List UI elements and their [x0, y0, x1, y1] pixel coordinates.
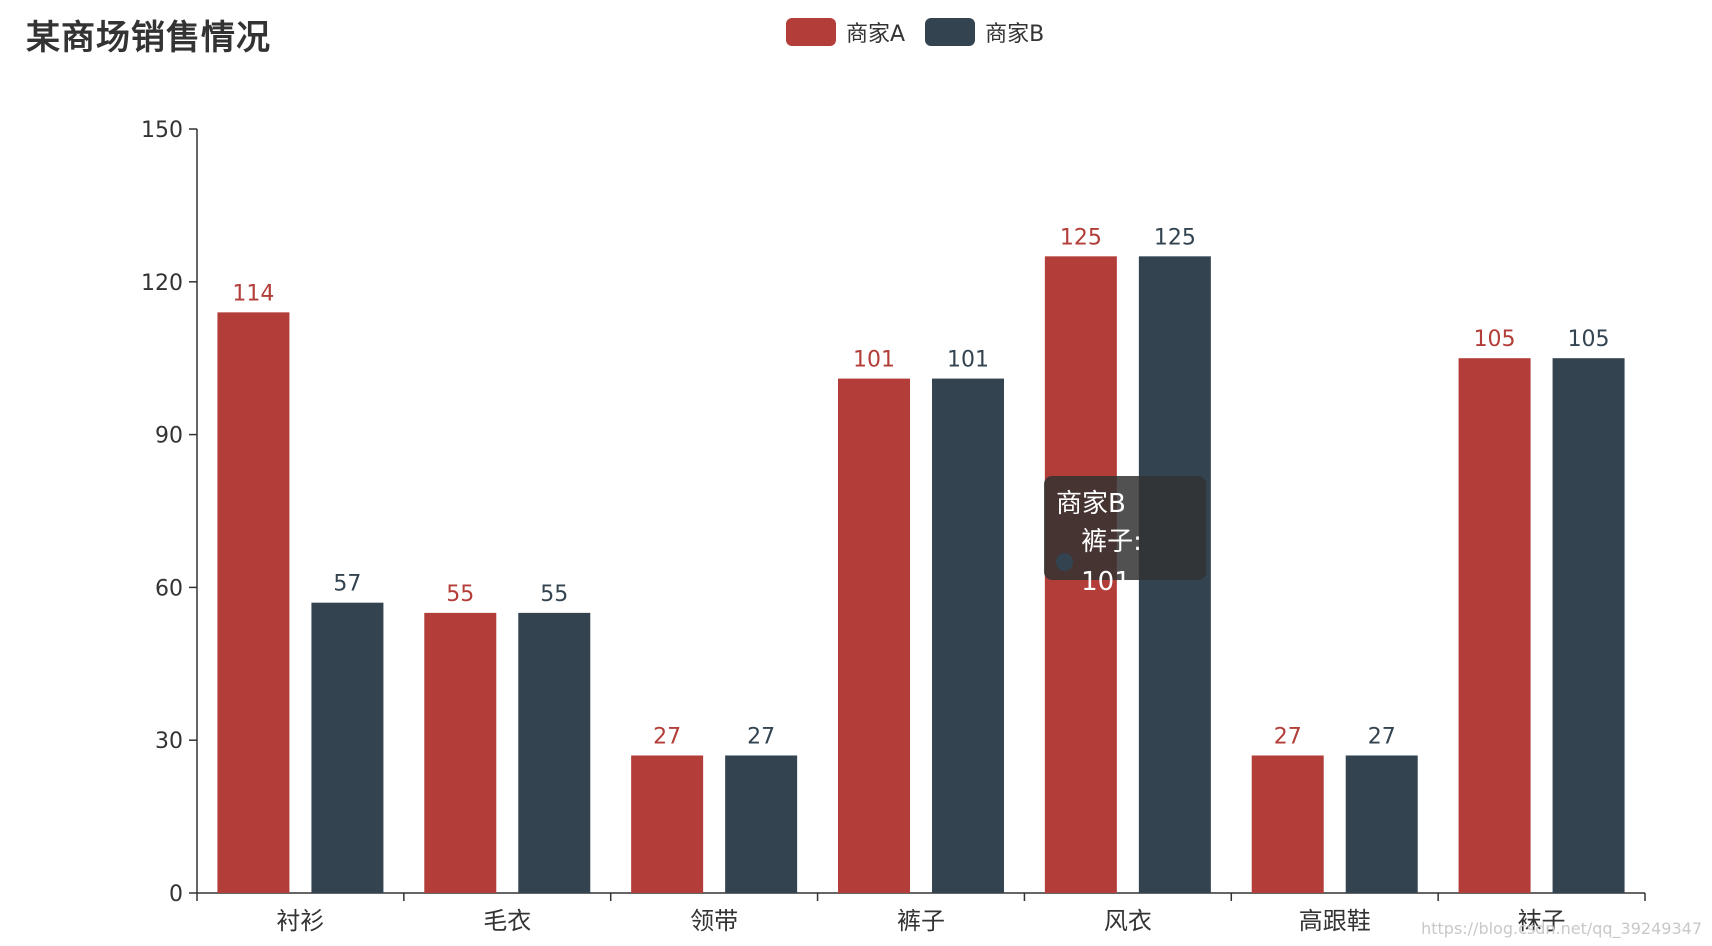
x-category-label: 袜子	[1518, 907, 1566, 935]
tooltip-text: 裤子: 101	[1081, 527, 1142, 597]
bar-a	[838, 378, 910, 893]
x-category-label: 衬衫	[276, 907, 324, 935]
bar-a	[1458, 358, 1531, 893]
x-category-label: 裤子	[897, 907, 945, 935]
bar-value-label: 114	[232, 281, 274, 306]
legend-item-b[interactable]: 商家B	[925, 16, 1044, 48]
bar-value-label: 101	[853, 348, 895, 373]
bar-value-label: 101	[947, 348, 989, 373]
bar-value-label: 27	[747, 724, 775, 749]
tooltip-title: 商家B	[1056, 489, 1126, 519]
y-tick-label: 90	[155, 424, 183, 449]
tooltip-row: 裤子: 101	[1056, 522, 1194, 602]
y-tick-label: 0	[169, 882, 183, 907]
bar-value-label: 55	[540, 582, 568, 607]
bar-value-label: 105	[1474, 327, 1516, 352]
legend-label-b: 商家B	[985, 22, 1045, 47]
bar-value-label: 57	[333, 572, 361, 597]
bar-a	[1251, 755, 1324, 893]
bar-value-label: 55	[446, 582, 474, 607]
legend-swatch-b	[925, 18, 976, 46]
bar-a	[424, 612, 497, 893]
legend-label-a: 商家A	[846, 22, 906, 47]
bar-a	[631, 755, 704, 893]
y-tick-label: 60	[155, 576, 183, 601]
bar-value-label: 27	[1274, 724, 1302, 749]
watermark: https://blog.csdn.net/qq_39249347	[1421, 919, 1702, 938]
y-tick-label: 150	[141, 118, 183, 143]
bar-b	[1345, 755, 1418, 893]
bar-value-label: 27	[1368, 724, 1396, 749]
bar-b	[932, 378, 1004, 893]
y-tick-label: 120	[141, 271, 183, 296]
chart-title: 某商场销售情况	[26, 18, 271, 58]
bar-b	[1552, 358, 1625, 893]
legend-item-a[interactable]: 商家A	[786, 16, 905, 48]
bar-value-label: 105	[1568, 327, 1610, 352]
tooltip-dot	[1056, 553, 1074, 571]
x-category-label: 风衣	[1104, 907, 1152, 935]
tooltip: 商家B 裤子: 101	[1044, 476, 1206, 597]
bar-value-label: 125	[1154, 225, 1196, 250]
x-category-label: 高跟鞋	[1299, 907, 1371, 935]
legend: 商家A 商家B	[786, 16, 1044, 48]
bar-b	[518, 612, 591, 893]
bar-b	[311, 602, 384, 893]
y-tick-label: 30	[155, 729, 183, 754]
bar-a	[217, 312, 290, 893]
bar-b	[725, 755, 798, 893]
x-category-label: 领带	[690, 907, 738, 935]
x-category-label: 毛衣	[483, 907, 531, 935]
bar-value-label: 125	[1060, 225, 1102, 250]
bar-value-label: 27	[653, 724, 681, 749]
legend-swatch-a	[786, 18, 836, 46]
